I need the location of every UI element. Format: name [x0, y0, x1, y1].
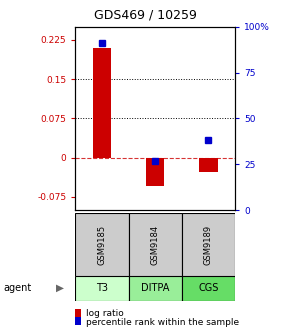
- Text: agent: agent: [3, 283, 31, 293]
- Bar: [93, 48, 111, 158]
- Text: GSM9185: GSM9185: [97, 224, 106, 264]
- Bar: [128, 213, 182, 276]
- Bar: [182, 213, 235, 276]
- Bar: [75, 276, 128, 301]
- Text: log ratio: log ratio: [86, 309, 124, 318]
- Bar: [146, 158, 164, 186]
- Text: GDS469 / 10259: GDS469 / 10259: [94, 8, 196, 22]
- Text: CGS: CGS: [198, 283, 218, 293]
- Bar: [75, 213, 128, 276]
- Bar: [128, 276, 182, 301]
- Bar: [199, 158, 218, 172]
- Text: GSM9184: GSM9184: [151, 224, 160, 264]
- Text: ▶: ▶: [56, 283, 64, 293]
- Text: T3: T3: [96, 283, 108, 293]
- Text: percentile rank within the sample: percentile rank within the sample: [86, 318, 240, 327]
- Bar: [182, 276, 235, 301]
- Text: GSM9189: GSM9189: [204, 224, 213, 264]
- Text: DITPA: DITPA: [141, 283, 169, 293]
